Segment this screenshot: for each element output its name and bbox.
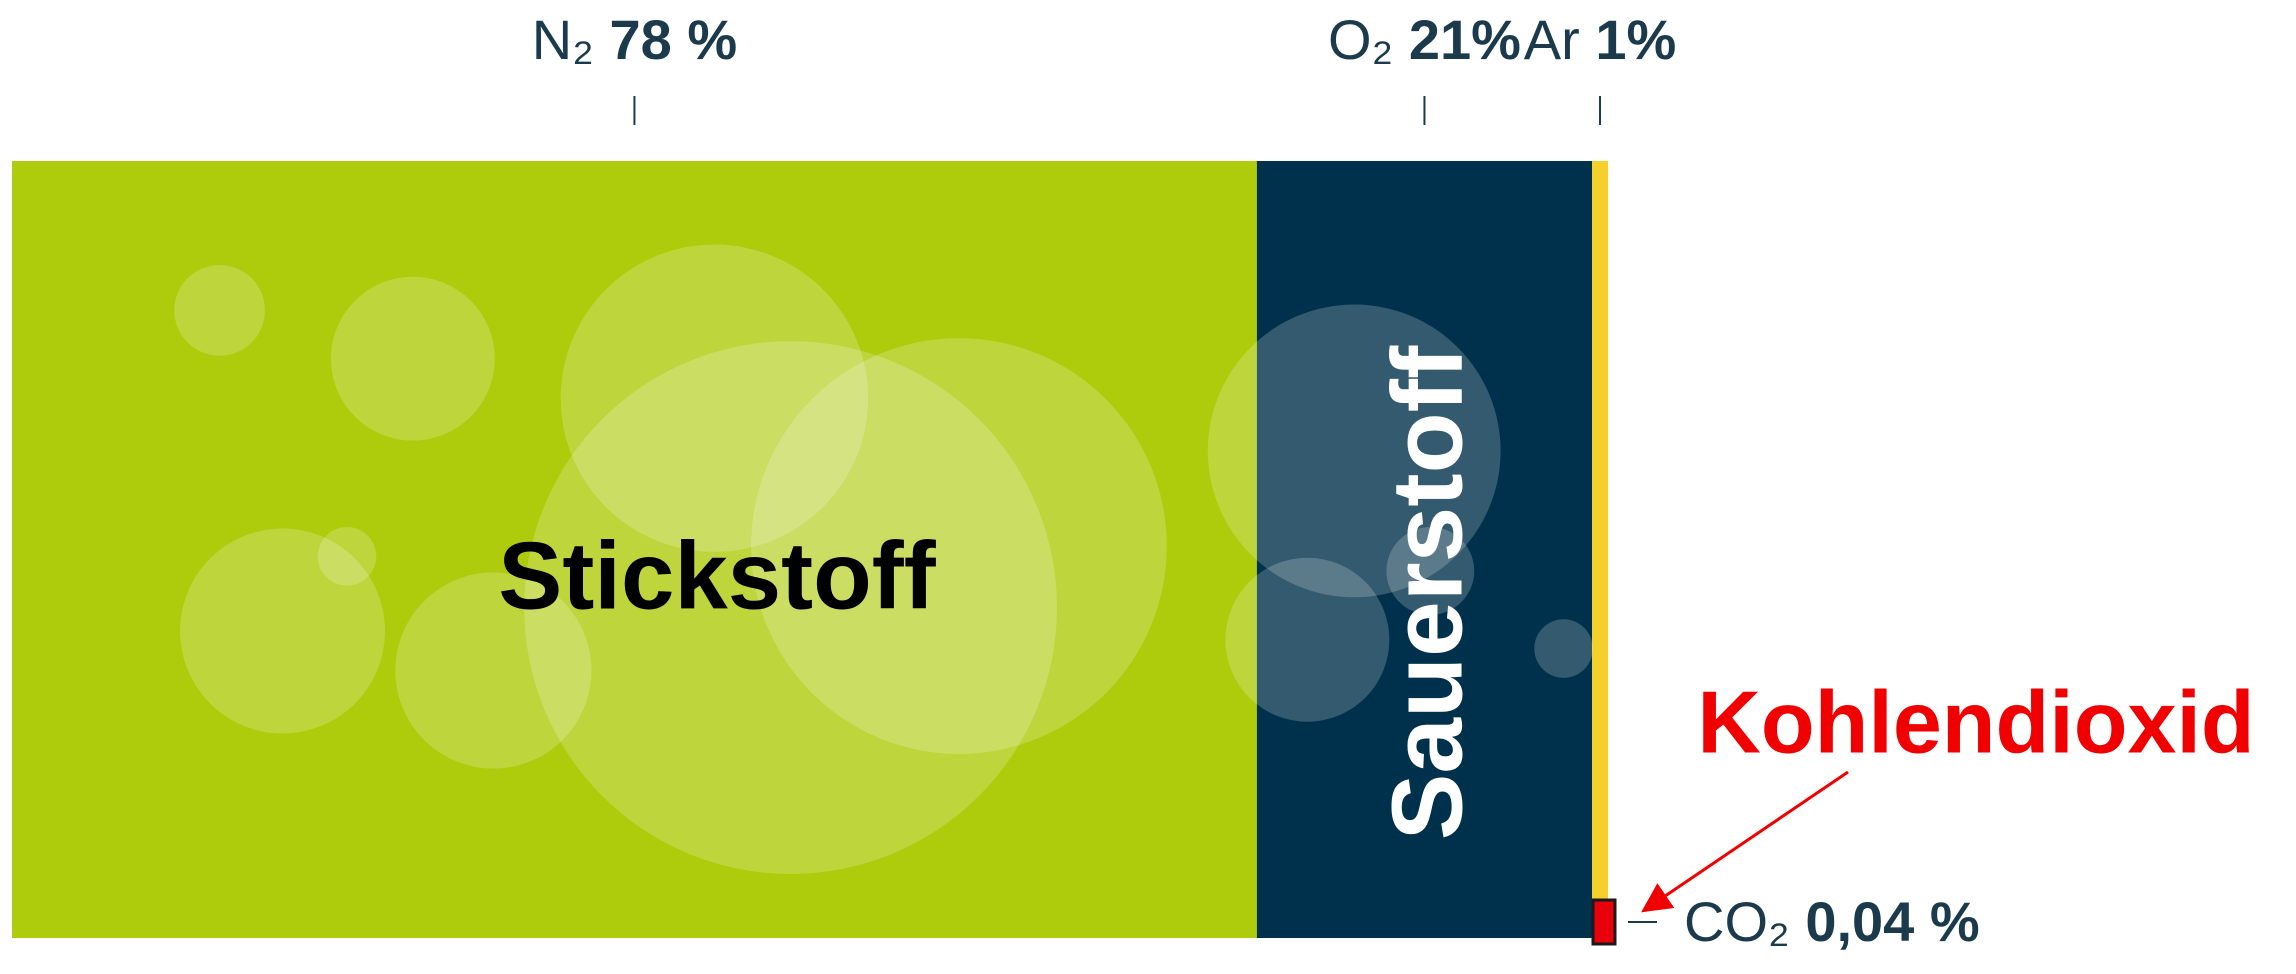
value-label: CO₂ 0,04 % <box>1684 890 1980 953</box>
series-name: Ar <box>1524 8 1580 71</box>
series-name: O₂ <box>1328 8 1393 71</box>
series-name: N₂ <box>532 8 594 71</box>
annotation: Kohlendioxid <box>1697 672 2254 771</box>
value-label: Ar 1% <box>1524 8 1677 71</box>
labels: N₂ 78 % O₂ 21% Ar 1% CO₂ 0,04 % <box>532 8 1980 953</box>
value-text: 21% <box>1409 8 1521 71</box>
bar-segment <box>1592 161 1608 938</box>
series-name: CO₂ <box>1684 890 1790 953</box>
bar-segments <box>12 161 1608 938</box>
value-text: 78 % <box>609 8 737 71</box>
segment-label: Sauerstoff <box>1371 345 1483 840</box>
value-text: 0,04 % <box>1805 890 1979 953</box>
value-label: N₂ 78 % <box>532 8 737 71</box>
bar-segment <box>1256 161 1593 938</box>
annotation-arrow <box>1641 770 1849 913</box>
segment-label: Stickstoff <box>498 522 936 629</box>
bar-segment <box>12 161 1257 938</box>
space <box>1393 8 1409 71</box>
bar-segment <box>1591 898 1617 946</box>
value-text: 1% <box>1595 8 1676 71</box>
space <box>1580 8 1596 71</box>
space <box>1790 890 1806 953</box>
value-label: O₂ 21% <box>1328 8 1521 71</box>
space <box>594 8 610 71</box>
decor-bubbles <box>174 244 1593 875</box>
